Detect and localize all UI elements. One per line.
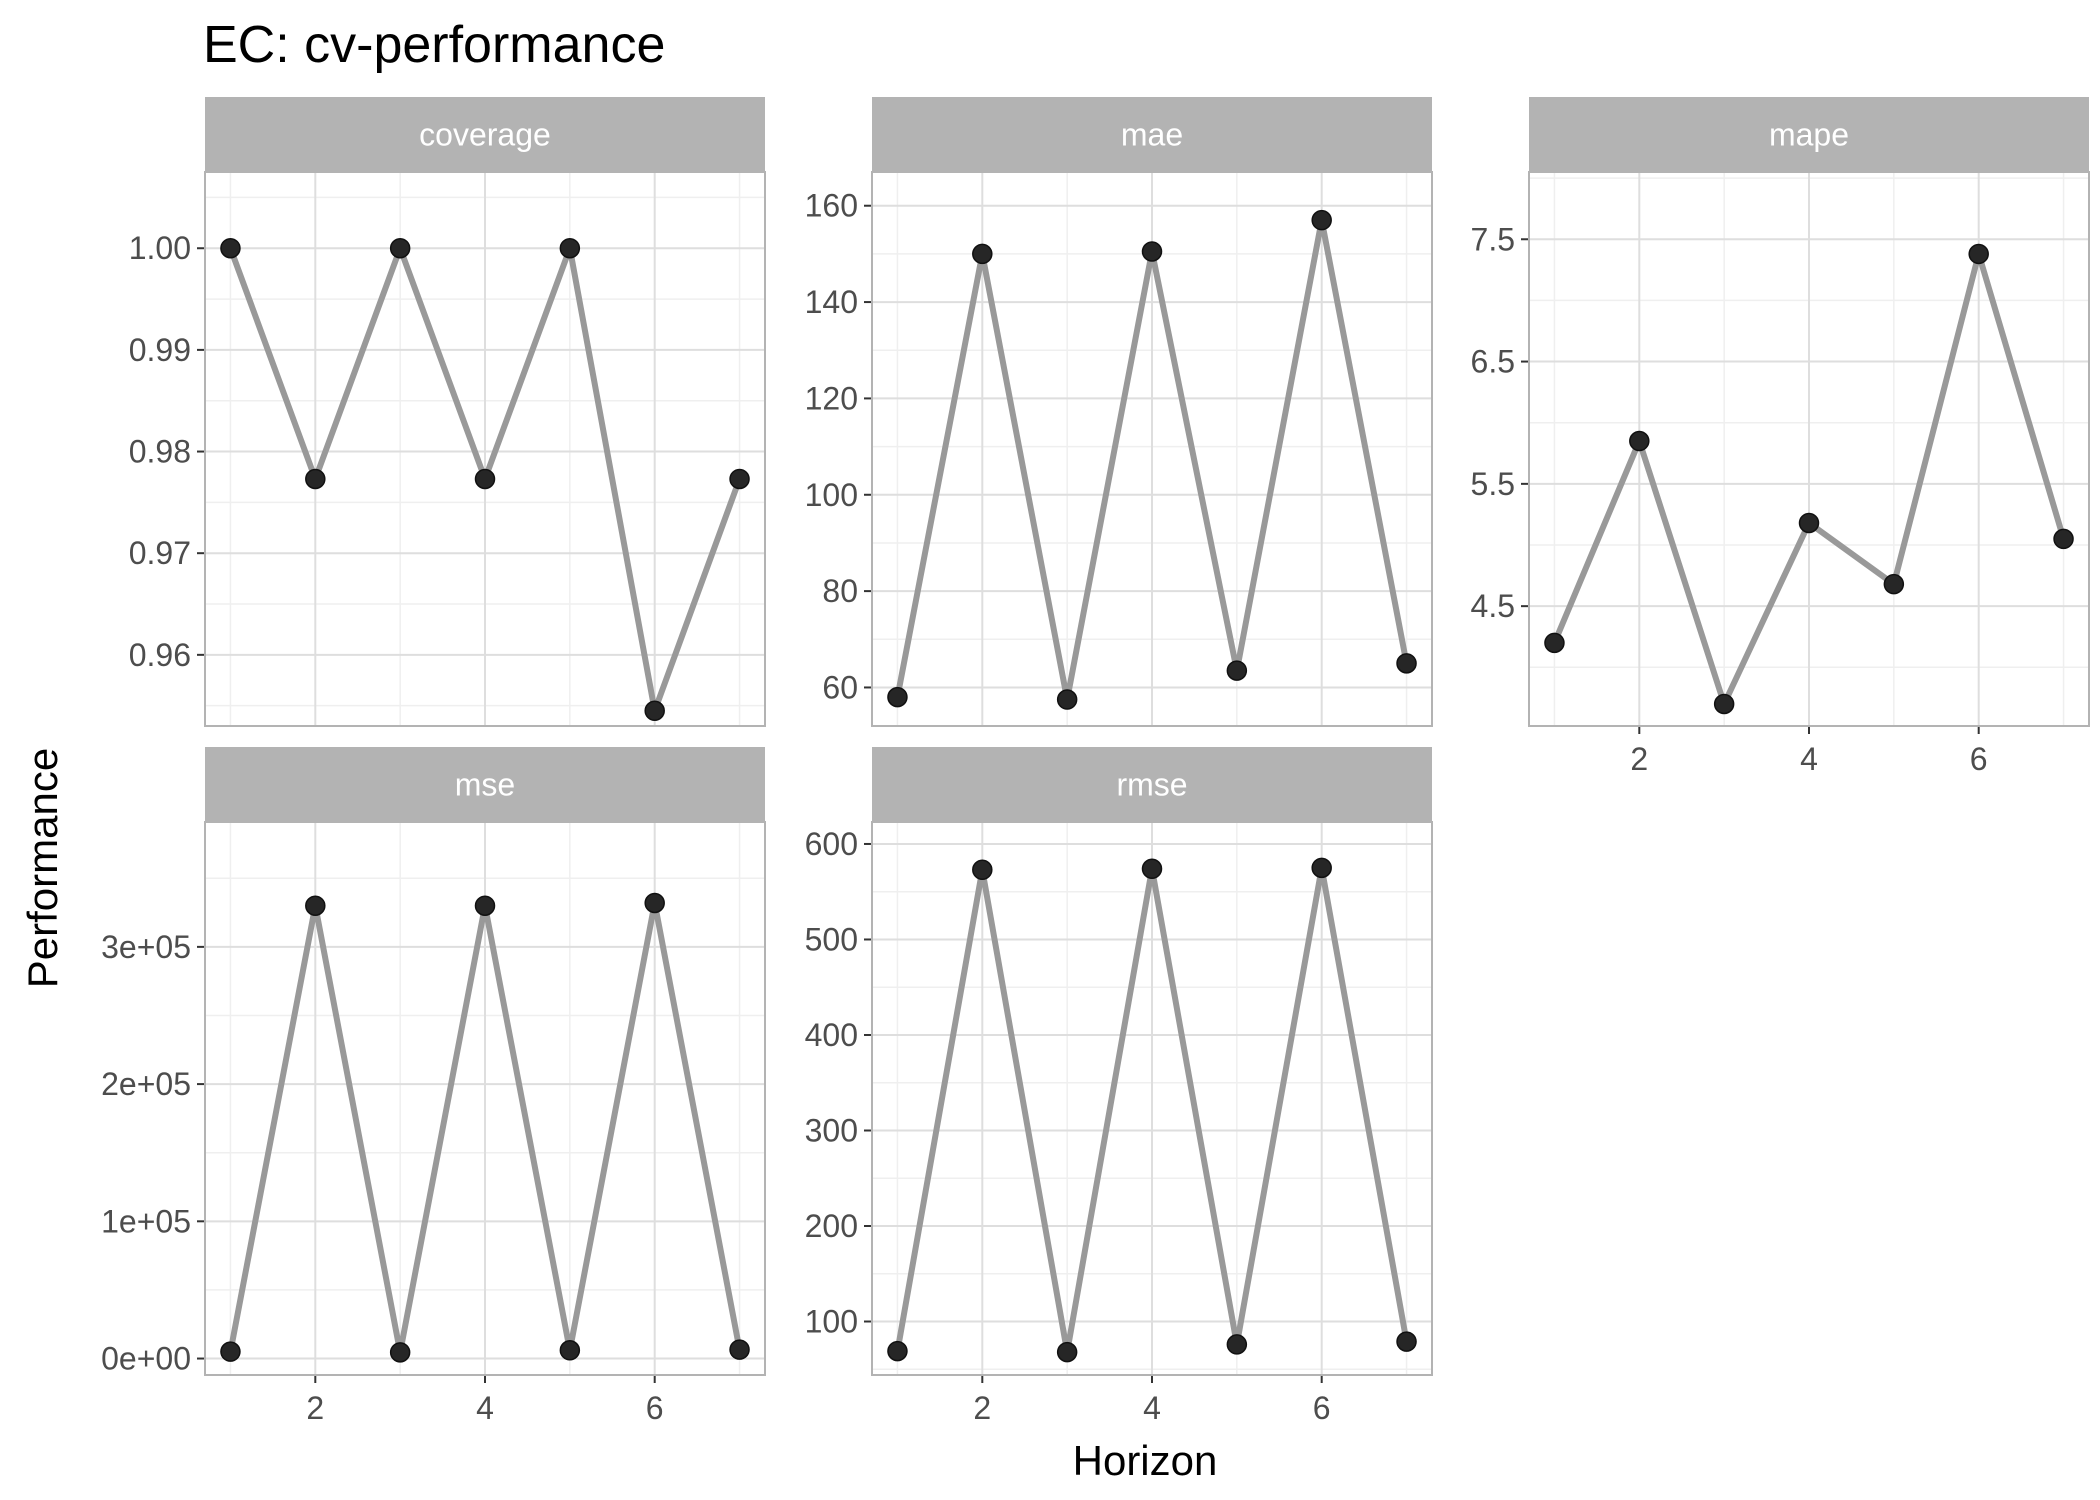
data-point [559, 1340, 581, 1361]
data-point [644, 892, 665, 914]
y-tick-label: 1.00 [129, 230, 191, 266]
data-point [644, 700, 665, 722]
data-point [305, 895, 326, 916]
y-tick-label: 2e+05 [101, 1066, 191, 1102]
data-point [972, 859, 993, 881]
data-point [1968, 243, 1989, 265]
x-tick-label: 6 [646, 1390, 664, 1426]
facet-strip-label: mse [455, 767, 515, 803]
facet-strip-label: rmse [1116, 767, 1187, 803]
y-tick-label: 200 [805, 1208, 858, 1244]
data-point [474, 895, 496, 916]
y-tick-label: 140 [805, 284, 858, 320]
x-tick-label: 2 [973, 1390, 991, 1426]
y-tick-label: 120 [805, 380, 858, 416]
x-tick-label: 2 [1630, 741, 1648, 777]
y-tick-label: 100 [805, 1304, 858, 1340]
panel-mse: 0e+00 1e+05 2e+05 3e+05 2 4 6 mse [101, 747, 766, 1426]
y-tick-label: 7.5 [1471, 221, 1515, 257]
data-point [474, 468, 496, 490]
data-point [1798, 512, 1820, 534]
data-point [389, 237, 411, 259]
y-tick-label: 1e+05 [101, 1203, 191, 1239]
data-point [2053, 528, 2074, 550]
y-tick-label: 5.5 [1471, 466, 1515, 502]
data-point [1311, 857, 1332, 879]
facet-strip [1529, 97, 2089, 172]
data-point [887, 1340, 908, 1362]
y-tick-label: 80 [822, 573, 858, 609]
y-tick-label: 6.5 [1471, 344, 1515, 380]
data-point [729, 468, 750, 490]
y-tick-label: 400 [805, 1017, 858, 1053]
data-point [1226, 660, 1248, 681]
data-point [972, 243, 993, 265]
chart-title: EC: cv-performance [203, 16, 665, 74]
facet-strip [205, 97, 765, 172]
x-tick-label: 4 [1143, 1390, 1161, 1426]
panel-mae: 60 80 100 120 140 160 mae [805, 97, 1433, 727]
facet-strip-label: mae [1121, 117, 1183, 153]
facet-strip [205, 747, 765, 822]
x-tick-label: 4 [476, 1390, 494, 1426]
y-tick-label: 500 [805, 921, 858, 957]
data-point [1226, 1334, 1248, 1355]
panel-mape: 4.5 5.5 6.5 7.5 2 4 6 mape [1471, 97, 2090, 777]
data-point [1883, 573, 1905, 595]
panel-coverage: 0.96 0.97 0.98 0.99 1.00 coverage [129, 97, 766, 727]
y-tick-label: 0.96 [129, 637, 191, 673]
y-axis-title: Performance [19, 748, 66, 988]
panel-rmse: 100 200 300 400 500 600 2 4 6 rmse [805, 747, 1433, 1426]
y-tick-label: 60 [822, 669, 858, 705]
data-point [1396, 1331, 1417, 1352]
data-point [887, 686, 908, 708]
y-tick-label: 100 [805, 477, 858, 513]
y-tick-label: 0.99 [129, 332, 191, 368]
data-point [729, 1339, 750, 1360]
y-tick-label: 0e+00 [101, 1341, 191, 1377]
y-tick-label: 300 [805, 1112, 858, 1148]
x-tick-label: 6 [1970, 741, 1988, 777]
x-tick-label: 4 [1800, 741, 1818, 777]
data-point [1544, 632, 1565, 654]
y-tick-label: 160 [805, 188, 858, 224]
x-tick-label: 6 [1313, 1390, 1331, 1426]
facet-strip [872, 747, 1432, 822]
data-point [1056, 1341, 1078, 1363]
y-tick-label: 0.98 [129, 434, 191, 470]
data-point [1396, 653, 1417, 674]
x-tick-label: 2 [306, 1390, 324, 1426]
y-tick-label: 3e+05 [101, 929, 191, 965]
data-point [305, 468, 326, 490]
data-point [1141, 241, 1163, 262]
data-point [1629, 430, 1650, 452]
data-point [389, 1342, 411, 1363]
y-tick-label: 0.97 [129, 535, 191, 571]
y-tick-label: 600 [805, 826, 858, 862]
data-point [1311, 209, 1332, 231]
facet-strip-label: mape [1769, 117, 1849, 153]
x-axis-title: Horizon [1073, 1437, 1218, 1484]
data-point [220, 1341, 241, 1362]
data-point [1141, 858, 1163, 880]
data-point [1713, 693, 1735, 715]
data-point [220, 237, 241, 259]
data-point [559, 237, 581, 259]
facet-strip [872, 97, 1432, 172]
data-point [1056, 689, 1078, 710]
facet-strip-label: coverage [419, 117, 551, 153]
y-tick-label: 4.5 [1471, 588, 1515, 624]
